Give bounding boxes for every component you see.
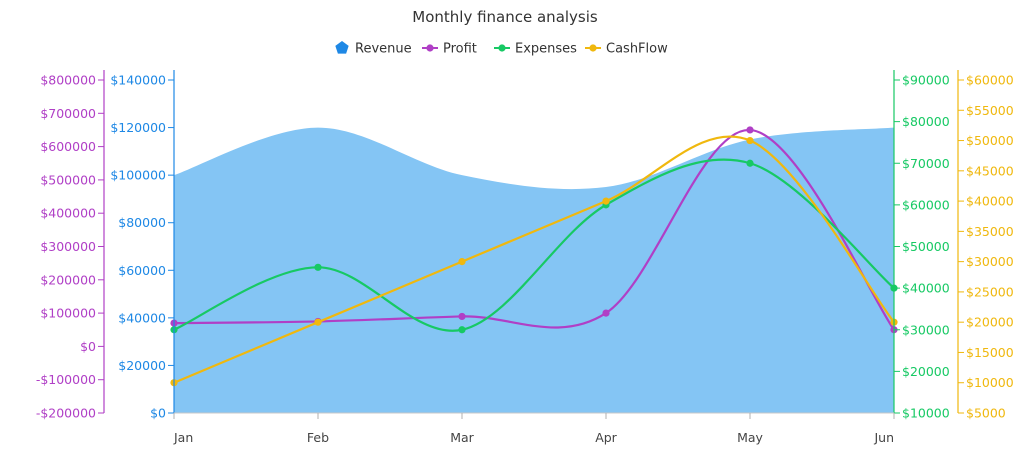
profit-axis-tick-label: $600000 <box>40 139 96 154</box>
profit-axis-tick-label: $200000 <box>40 272 96 287</box>
revenue-axis-tick-label: $100000 <box>110 168 166 183</box>
cashflow-axis-tick-label: $50000 <box>966 133 1014 148</box>
cashflow-axis-tick-label: $60000 <box>966 73 1014 88</box>
x-axis-tick-label-jan: Jan <box>173 430 193 445</box>
expenses-line <box>173 158 895 332</box>
profit-axis-tick-label: -$200000 <box>36 406 96 421</box>
cashflow-line <box>173 135 895 384</box>
cashflow-axis-tick-label: $40000 <box>966 194 1014 209</box>
axes-layer: -$200000 -$100000 $0 $100000 $200000 $300000 $… <box>36 70 1014 445</box>
cashflow-point-feb <box>314 318 322 326</box>
cashflow-axis-tick-label: $55000 <box>966 103 1014 118</box>
expenses-axis-tick-label: $90000 <box>902 73 950 88</box>
expenses-axis-tick-label: $60000 <box>902 197 950 212</box>
revenue-axis-tick-label: $140000 <box>110 73 166 88</box>
x-axis-tick-label-may: May <box>737 430 763 445</box>
legend-profit-marker-icon <box>426 44 434 52</box>
profit-point-apr <box>602 309 610 317</box>
revenue-area <box>174 127 894 414</box>
revenue-axis-tick-label: $60000 <box>118 263 166 278</box>
expenses-point-may <box>746 159 754 167</box>
legend-expenses-label: Expenses <box>515 42 577 57</box>
legend: Revenue Profit Expenses CashFlow <box>335 41 668 57</box>
cashflow-axis-tick-label: $30000 <box>966 254 1014 269</box>
expenses-axis-tick-label: $50000 <box>902 239 950 254</box>
cashflow-axis-tick-label: $10000 <box>966 375 1014 390</box>
cashflow-point-may <box>746 136 754 145</box>
expenses-axis-tick-label: $30000 <box>902 322 950 337</box>
profit-axis-tick-label: $400000 <box>40 206 96 221</box>
legend-expenses-marker-icon <box>498 44 506 52</box>
series-layer <box>170 126 898 414</box>
expenses-axis-tick-label: $40000 <box>902 281 950 296</box>
cashflow-axis-tick-label: $35000 <box>966 224 1014 239</box>
expenses-axis-tick-label: $70000 <box>902 156 950 171</box>
revenue-axis-tick-label: $80000 <box>118 215 166 230</box>
profit-point-mar <box>458 312 466 321</box>
x-axis-tick-label-feb: Feb <box>307 430 329 445</box>
revenue-axis-tick-label: $0 <box>150 406 166 421</box>
profit-axis-tick-label: $0 <box>80 339 96 354</box>
legend-cashflow-label: CashFlow <box>606 42 668 57</box>
x-axis-tick-label-apr: Apr <box>595 430 617 445</box>
revenue-axis-tick-label: $120000 <box>110 120 166 135</box>
cashflow-axis-tick-label: $20000 <box>966 315 1014 330</box>
profit-axis-tick-label: $800000 <box>40 73 96 88</box>
chart-title: Monthly finance analysis <box>412 8 598 26</box>
profit-axis-tick-label: $700000 <box>40 106 96 121</box>
cashflow-axis-tick-label: $15000 <box>966 345 1014 360</box>
revenue-axis-tick-label: $20000 <box>118 358 166 373</box>
cashflow-point-mar <box>458 258 466 266</box>
legend-cashflow-marker-icon <box>589 44 597 52</box>
cashflow-axis-tick-label: $5000 <box>966 406 1006 421</box>
profit-point-may <box>746 126 754 134</box>
legend-profit-label: Profit <box>443 42 477 57</box>
profit-axis-tick-label: -$100000 <box>36 372 96 387</box>
x-axis-tick-label-mar: Mar <box>450 430 474 445</box>
revenue-axis-tick-label: $40000 <box>118 310 166 325</box>
expenses-point-feb <box>314 263 322 271</box>
profit-axis-tick-label: $300000 <box>40 239 96 254</box>
profit-axis-tick-label: $500000 <box>40 172 96 187</box>
cashflow-point-apr <box>602 197 610 205</box>
cashflow-axis-tick-label: $45000 <box>966 163 1014 178</box>
cashflow-axis-tick-label: $25000 <box>966 284 1014 299</box>
expenses-point-mar <box>458 326 466 334</box>
legend-revenue-label: Revenue <box>355 42 412 57</box>
profit-axis-tick-label: $100000 <box>40 306 96 321</box>
expenses-axis-tick-label: $10000 <box>902 406 950 421</box>
expenses-axis-tick-label: $20000 <box>902 364 950 379</box>
x-axis-tick-label-jun: Jun <box>873 430 894 445</box>
expenses-axis-tick-label: $80000 <box>902 114 950 129</box>
legend-revenue-icon <box>335 41 349 54</box>
